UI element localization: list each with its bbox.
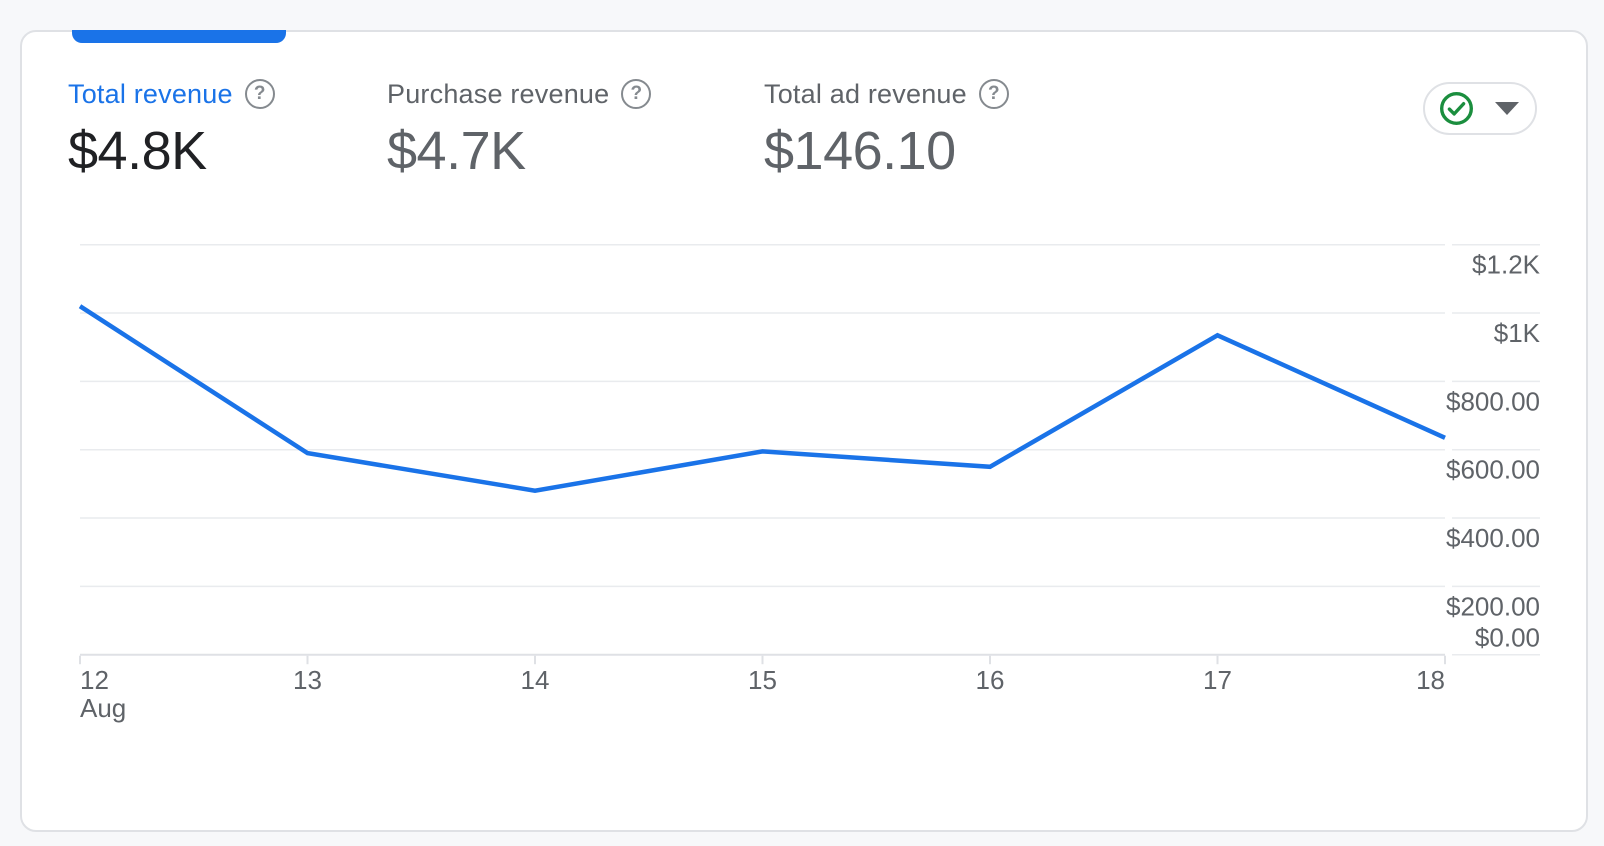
- x-tick-label: 14: [521, 665, 550, 695]
- metric-label-row: Total revenue ?: [68, 76, 275, 112]
- metric-value: $146.10: [764, 121, 956, 181]
- chart-canvas: $1.2K $1K $800.00 $600.00 $400.00 $200.00$0.0…: [78, 243, 1541, 723]
- check-circle-icon: [1440, 92, 1473, 125]
- y-tick-label: $200.00: [1446, 591, 1540, 621]
- total-revenue-line[interactable]: [78, 304, 1446, 493]
- revenue-line-chart[interactable]: $1.2K $1K $800.00 $600.00 $400.00 $200.00 $0.0…: [22, 32, 1590, 834]
- metric-value: $4.7K: [387, 121, 526, 181]
- question-mark-icon[interactable]: ?: [621, 79, 652, 109]
- revenue-card: Total revenue ? $4.8K Purchase revenue ?…: [20, 30, 1588, 832]
- y-tick-label: $1.2K: [1472, 250, 1541, 280]
- metric-value: $4.8K: [68, 121, 207, 181]
- question-mark-icon[interactable]: ?: [978, 79, 1009, 109]
- x-tick-label: 16: [976, 665, 1005, 695]
- data-quality-dropdown-button[interactable]: [1423, 82, 1537, 135]
- metric-label: Purchase revenue: [387, 78, 610, 109]
- question-glyph: ?: [253, 83, 266, 104]
- x-tick-label: 17: [1203, 665, 1232, 695]
- x-axis: [79, 653, 1446, 665]
- question-glyph: ?: [988, 83, 1000, 104]
- x-tick-label: 18: [1416, 665, 1445, 695]
- metric-label-row: Purchase revenue ?: [387, 76, 652, 112]
- x-tick-label: 12: [80, 665, 109, 695]
- metric-tab-total-ad-revenue[interactable]: Total ad revenue ? $146.10: [764, 76, 1009, 182]
- y-tick-label: $1K: [1494, 318, 1541, 348]
- metric-label: Total ad revenue: [764, 78, 967, 109]
- metric-tab-purchase-revenue[interactable]: Purchase revenue ? $4.7K: [387, 76, 652, 182]
- y-tick-label: $800.00: [1446, 386, 1540, 416]
- metric-label: Total revenue: [68, 78, 233, 109]
- selected-tab-indicator: [72, 30, 286, 43]
- x-axis-month-label: Aug: [80, 693, 126, 723]
- question-mark-icon[interactable]: ?: [244, 79, 275, 109]
- metric-tab-total-revenue[interactable]: Total revenue ? $4.8K: [68, 76, 275, 182]
- axis-labels: $1.2K $1K $800.00 $600.00 $400.00 $200.00$0.0…: [80, 250, 1541, 723]
- y-tick-label: $0.00: [1475, 623, 1540, 653]
- x-tick-label: 15: [748, 665, 777, 695]
- metric-label-row: Total ad revenue ?: [764, 76, 1009, 112]
- y-tick-label: $600.00: [1446, 455, 1540, 485]
- x-tick-label: 13: [293, 665, 322, 695]
- question-glyph: ?: [630, 83, 643, 104]
- y-tick-label: $400.00: [1446, 523, 1540, 553]
- caret-down-icon: [1495, 102, 1519, 115]
